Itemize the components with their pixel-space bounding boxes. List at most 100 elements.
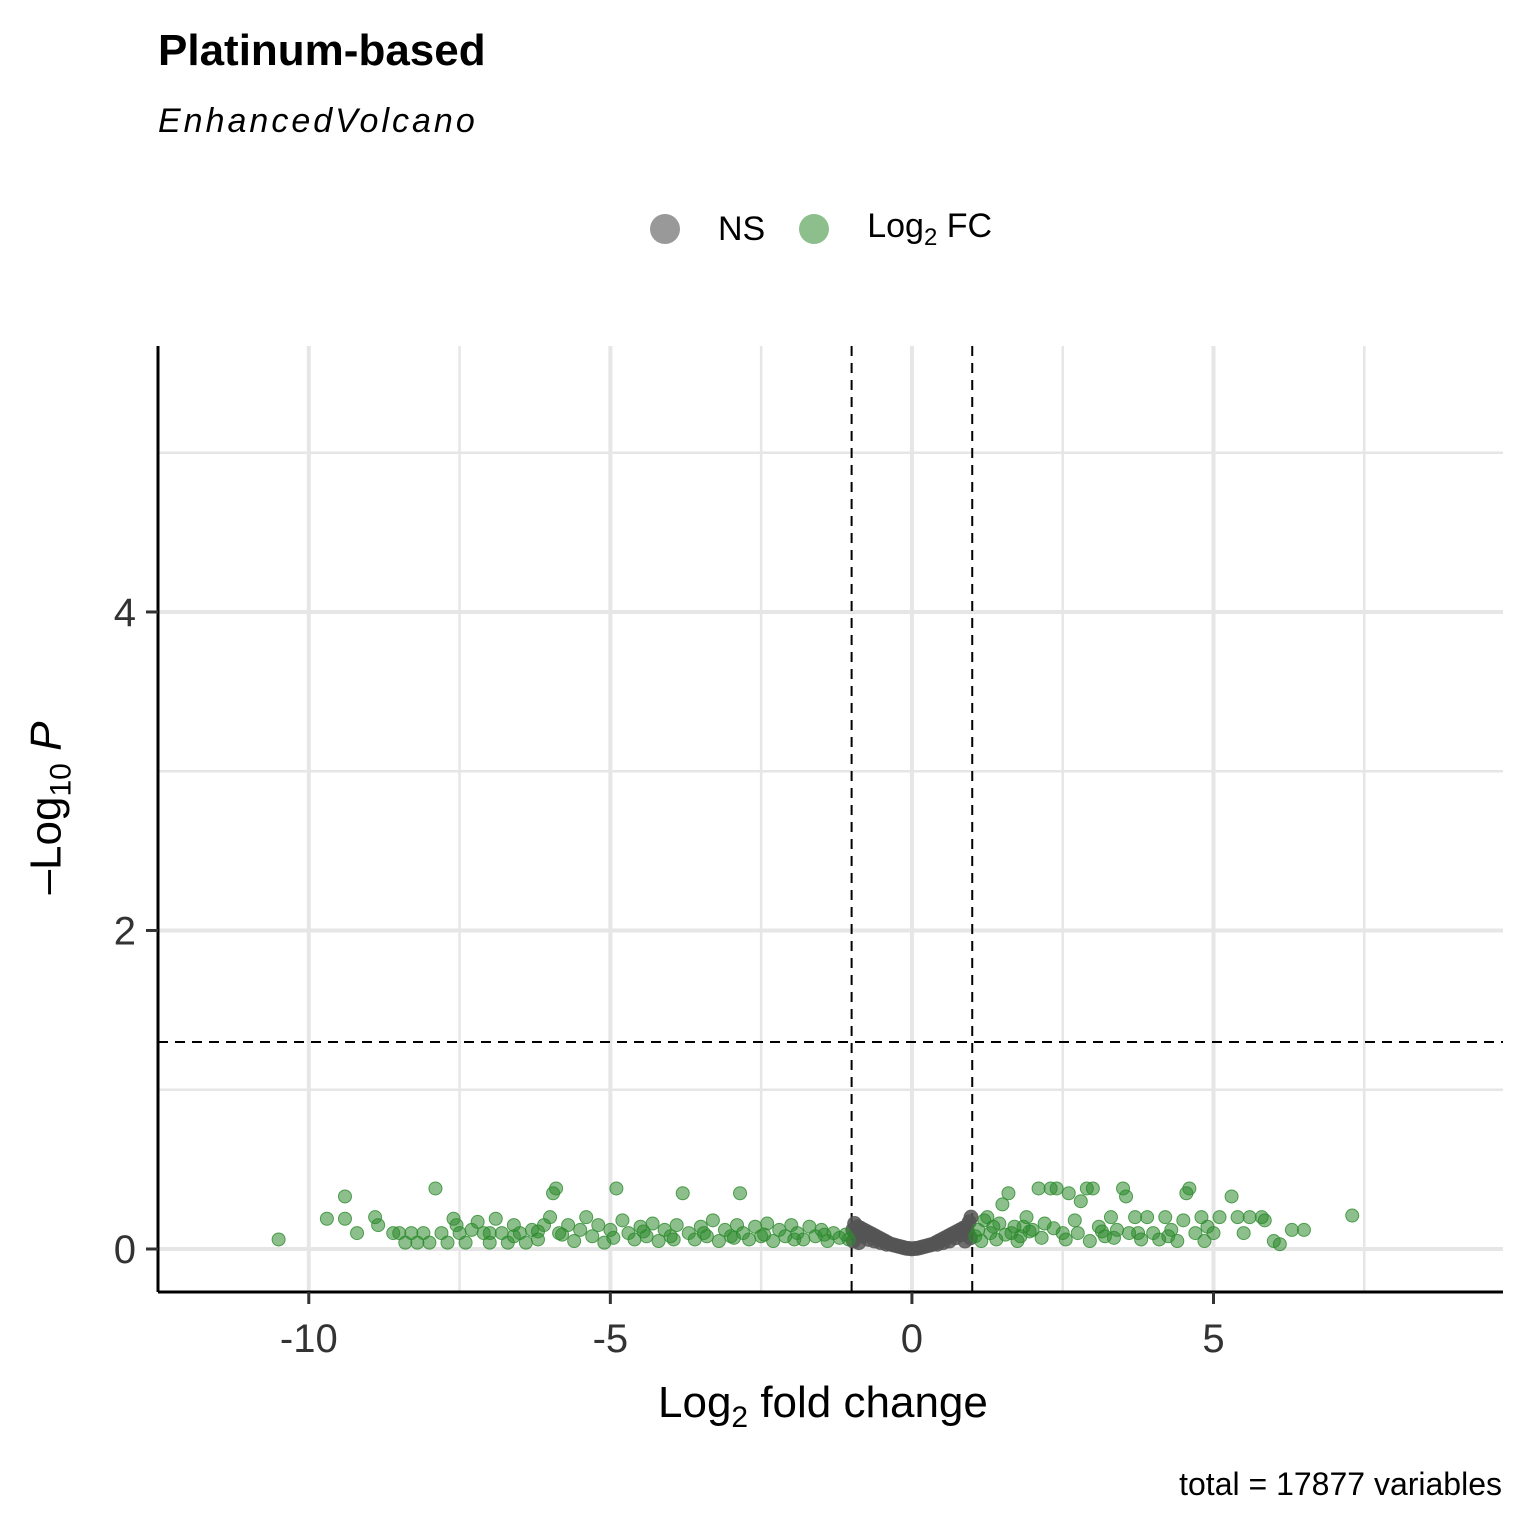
data-point: [506, 1229, 521, 1244]
data-point: [1082, 1234, 1097, 1249]
data-point: [669, 1218, 684, 1233]
legend-label-log2fc-suffix: FC: [937, 206, 993, 245]
data-point: [711, 1234, 726, 1249]
data-point: [371, 1218, 386, 1233]
data-point: [591, 1218, 606, 1233]
data-point: [440, 1235, 455, 1250]
data-point: [518, 1235, 533, 1250]
data-point: [585, 1229, 600, 1244]
data-point: [1061, 1186, 1076, 1201]
data-point: [963, 1209, 979, 1225]
data-point: [1094, 1224, 1109, 1239]
data-point: [645, 1216, 660, 1231]
data-point: [817, 1227, 832, 1242]
data-point: [1049, 1181, 1064, 1196]
data-point: [573, 1222, 588, 1237]
x-axis-label-sub: 2: [731, 1400, 749, 1434]
data-point: [675, 1186, 690, 1201]
axes: -10 -5 0 5 0 2 4: [114, 346, 1503, 1361]
data-point: [1224, 1189, 1239, 1204]
x-axis-label-base: Log: [658, 1378, 732, 1427]
data-point: [636, 1224, 651, 1239]
data-points: [271, 1181, 1360, 1257]
legend: NS Log2 FC: [650, 204, 1026, 254]
data-point: [482, 1226, 497, 1241]
legend-label-ns: NS: [718, 209, 766, 248]
data-point: [567, 1234, 582, 1249]
chart-subtitle: EnhancedVolcano: [158, 102, 478, 140]
data-point: [1212, 1210, 1227, 1225]
data-point: [271, 1232, 286, 1247]
data-point: [1236, 1226, 1251, 1241]
series-ns: [845, 1209, 979, 1257]
data-point: [666, 1232, 681, 1247]
data-point: [422, 1235, 437, 1250]
data-point: [1103, 1210, 1118, 1225]
x-axis-label: Log2 fold change: [658, 1378, 988, 1435]
cutoff-lines: [158, 346, 1503, 1292]
data-point: [705, 1213, 720, 1228]
legend-marker-ns: [650, 214, 680, 244]
data-point: [1016, 1219, 1031, 1234]
data-point: [757, 1227, 772, 1242]
data-point: [1296, 1222, 1311, 1237]
data-point: [488, 1211, 503, 1226]
data-point: [1242, 1210, 1257, 1225]
x-tick-label: 0: [901, 1317, 923, 1361]
data-point: [1001, 1186, 1016, 1201]
data-point: [1176, 1213, 1191, 1228]
data-point: [1119, 1189, 1134, 1204]
data-point: [458, 1235, 473, 1250]
data-point: [1128, 1210, 1143, 1225]
caption: total = 17877 variables: [1179, 1466, 1502, 1502]
data-point: [1058, 1232, 1073, 1247]
x-tick-label: -5: [593, 1317, 629, 1361]
y-tick-label: 4: [114, 591, 136, 635]
legend-item-log2fc: Log2 FC: [799, 207, 992, 252]
data-point: [579, 1210, 594, 1225]
data-point: [428, 1181, 443, 1196]
data-point: [1140, 1210, 1155, 1225]
series-log2fc: [271, 1181, 1360, 1252]
y-tick-label: 0: [114, 1228, 136, 1272]
x-tick-label: 5: [1202, 1317, 1224, 1361]
data-point: [1182, 1181, 1197, 1196]
data-point: [1206, 1226, 1221, 1241]
y-tick-label: 2: [114, 909, 136, 953]
x-axis-label-rest: fold change: [748, 1378, 988, 1427]
data-point: [543, 1210, 558, 1225]
data-point: [1067, 1213, 1082, 1228]
data-point: [1257, 1213, 1272, 1228]
legend-label-log2fc-sub: 2: [923, 223, 938, 251]
y-axis-label-sub: 10: [44, 763, 78, 797]
data-point: [787, 1232, 802, 1247]
data-point: [1046, 1221, 1061, 1236]
data-point: [1345, 1208, 1360, 1223]
x-tick-label: -10: [280, 1317, 338, 1361]
legend-label-log2fc: Log2 FC: [867, 207, 992, 252]
data-point: [470, 1214, 485, 1229]
data-point: [615, 1213, 630, 1228]
data-point: [696, 1226, 711, 1241]
data-point: [742, 1232, 757, 1247]
data-point: [555, 1227, 570, 1242]
data-point: [1272, 1237, 1287, 1252]
data-point: [1073, 1194, 1088, 1209]
data-point: [609, 1181, 624, 1196]
legend-item-ns: NS: [650, 210, 765, 249]
data-point: [319, 1211, 334, 1226]
data-point: [726, 1230, 741, 1245]
data-point: [651, 1234, 666, 1249]
data-point: [1085, 1181, 1100, 1196]
chart-title: Platinum-based: [158, 26, 486, 75]
data-point: [974, 1234, 989, 1249]
y-axis-label: –Log10 P: [22, 722, 79, 895]
data-point: [1106, 1230, 1121, 1245]
grid-lines: [156, 346, 1503, 1292]
data-point: [1230, 1210, 1245, 1225]
data-point: [606, 1230, 621, 1245]
data-point: [992, 1216, 1007, 1231]
data-point: [337, 1211, 352, 1226]
data-point: [980, 1210, 995, 1225]
